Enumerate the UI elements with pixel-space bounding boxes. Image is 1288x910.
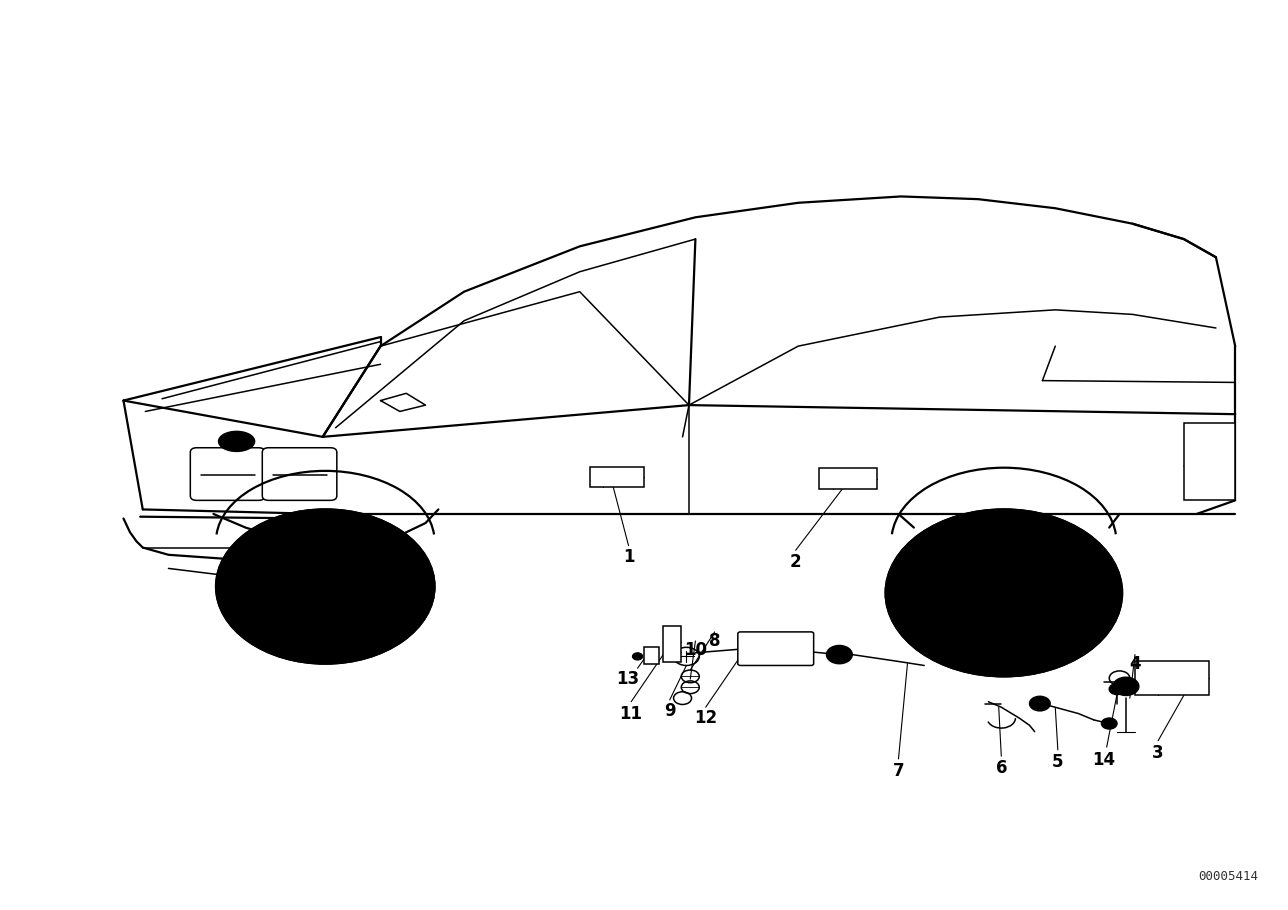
Text: 5: 5 <box>1052 753 1064 771</box>
FancyBboxPatch shape <box>263 448 337 500</box>
Text: 2: 2 <box>790 553 801 571</box>
Circle shape <box>1109 683 1124 694</box>
Text: 10: 10 <box>684 641 707 659</box>
Circle shape <box>1101 718 1117 729</box>
Circle shape <box>216 510 434 663</box>
Bar <box>644 647 659 663</box>
Text: 3: 3 <box>1153 743 1164 762</box>
Text: 13: 13 <box>616 670 639 688</box>
Text: 9: 9 <box>663 702 675 720</box>
Text: 7: 7 <box>893 762 904 780</box>
Text: 8: 8 <box>708 632 720 650</box>
Text: 6: 6 <box>996 759 1007 777</box>
Text: 00005414: 00005414 <box>1198 870 1258 884</box>
Bar <box>1184 423 1235 501</box>
Bar <box>663 625 681 662</box>
Text: 14: 14 <box>1092 751 1115 769</box>
Text: 1: 1 <box>623 548 634 566</box>
Text: 11: 11 <box>620 704 643 723</box>
Circle shape <box>632 652 643 660</box>
Ellipse shape <box>219 431 255 451</box>
FancyBboxPatch shape <box>738 632 814 665</box>
Circle shape <box>886 510 1122 676</box>
FancyBboxPatch shape <box>191 448 265 500</box>
Bar <box>590 467 644 487</box>
Text: 12: 12 <box>694 709 717 727</box>
Circle shape <box>1029 696 1050 711</box>
Text: 4: 4 <box>1130 654 1141 672</box>
Bar <box>1135 661 1209 695</box>
Bar <box>741 634 808 663</box>
Circle shape <box>827 645 853 663</box>
Bar <box>819 468 877 490</box>
Circle shape <box>1113 677 1139 695</box>
